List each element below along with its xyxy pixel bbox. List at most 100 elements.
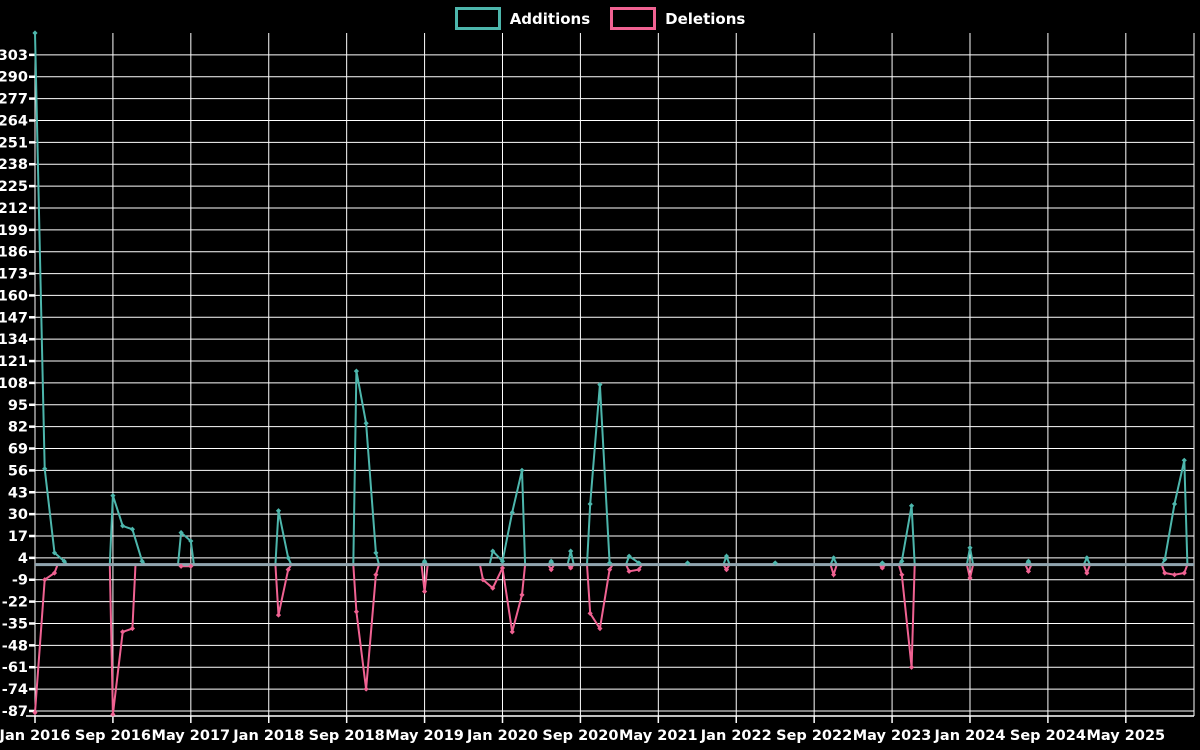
additions-point-marker	[139, 558, 145, 564]
additions-point-marker	[129, 526, 135, 532]
x-axis-tick-label: Sep 2018	[309, 728, 385, 744]
additions-point-marker	[363, 420, 369, 426]
x-axis-tick-label: May 2017	[152, 728, 231, 744]
deletions-point-marker	[499, 565, 506, 571]
additions-point-marker	[519, 467, 525, 473]
deletions-point-marker	[509, 629, 515, 635]
additions-point-marker	[899, 558, 905, 564]
y-axis-tick-label: -22	[2, 595, 28, 611]
x-axis-tick-label: Jan 2018	[232, 728, 304, 744]
y-axis-tick-label: 95	[8, 398, 28, 414]
deletions-point-marker	[1171, 572, 1178, 578]
additions-point-marker	[42, 466, 48, 472]
x-axis-tick-label: Jan 2022	[700, 728, 772, 744]
additions-point-marker	[597, 381, 603, 388]
y-axis-tick-label: 160	[0, 288, 28, 304]
additions-point-marker	[636, 560, 642, 566]
x-axis-tick-label: Sep 2024	[1010, 728, 1086, 744]
additions-point-marker	[285, 555, 291, 561]
deletions-point-marker	[899, 572, 905, 578]
additions-point-marker	[607, 560, 613, 566]
zero-baseline	[35, 563, 1194, 567]
x-axis-tick-label: Sep 2016	[75, 728, 151, 744]
y-axis-tick-label: 264	[0, 113, 28, 129]
chart-legend: Additions Deletions	[0, 7, 1200, 30]
additions-point-marker	[51, 550, 58, 556]
additions-point-marker	[353, 368, 360, 374]
additions-point-marker	[587, 501, 593, 507]
additions-point-marker	[568, 548, 574, 554]
deletions-point-marker	[42, 577, 48, 583]
x-axis-tick-label: Sep 2022	[776, 728, 852, 744]
additions-point-marker	[120, 523, 126, 529]
additions-point-marker	[373, 550, 379, 556]
x-axis-tick-label: Jan 2020	[466, 728, 538, 744]
y-axis-tick-label: 173	[0, 267, 28, 283]
y-axis-tick-label: 17	[8, 529, 28, 545]
deletions-point-marker	[723, 567, 730, 573]
y-axis-tick-label: 82	[8, 420, 28, 436]
x-axis-tick-label: May 2019	[385, 728, 464, 744]
deletions-point-marker	[353, 609, 360, 615]
deletions-point-marker	[51, 570, 58, 576]
deletions-point-marker	[1162, 570, 1168, 576]
y-axis-tick-label: 225	[0, 179, 28, 195]
x-axis-tick-label: Jan 2016	[0, 728, 70, 744]
x-axis-tick-label: May 2023	[853, 728, 932, 744]
y-axis-tick-label: 4	[18, 551, 28, 567]
additions-point-marker	[32, 30, 38, 36]
additions-point-marker	[908, 503, 915, 509]
deletions-point-marker	[967, 575, 973, 581]
legend-item-additions[interactable]: Additions	[454, 7, 590, 30]
deletions-point-marker	[1181, 570, 1187, 576]
y-axis-tick-label: 134	[0, 332, 28, 348]
additions-point-marker	[831, 555, 837, 561]
deletions-point-marker	[275, 612, 282, 618]
x-axis-tick-label: May 2021	[619, 728, 698, 744]
y-axis-tick-label: 251	[0, 135, 28, 151]
x-axis-tick-label: Jan 2024	[934, 728, 1006, 744]
y-axis-tick-label: 303	[0, 48, 28, 64]
deletions-point-marker	[421, 588, 428, 595]
deletions-point-marker	[548, 567, 554, 573]
additions-point-marker	[1181, 457, 1187, 463]
y-axis-tick-label: 290	[0, 70, 28, 86]
deletions-point-marker	[120, 629, 126, 635]
deletions-point-marker	[32, 710, 38, 716]
legend-item-deletions[interactable]: Deletions	[610, 7, 745, 30]
y-axis-tick-label: 238	[0, 157, 28, 173]
y-axis-tick-label: 30	[8, 507, 28, 523]
y-axis-tick-label: 147	[0, 310, 28, 326]
deletions-point-marker	[178, 563, 184, 569]
deletions-point-marker	[519, 592, 525, 598]
deletions-point-marker	[597, 625, 603, 632]
additions-point-marker	[626, 553, 632, 559]
additions-point-marker	[421, 558, 428, 564]
deletions-point-marker	[490, 585, 496, 591]
additions-point-marker	[1025, 558, 1032, 564]
y-axis-tick-label: -74	[2, 682, 28, 698]
additions-point-marker	[499, 558, 506, 564]
additions-point-marker	[1162, 556, 1168, 563]
additions-point-marker	[275, 508, 282, 514]
deletions-point-marker	[607, 567, 613, 573]
y-axis-tick-label: -35	[2, 616, 28, 632]
x-axis-tick-label: May 2025	[1087, 728, 1166, 744]
additions-point-marker	[967, 545, 973, 551]
y-axis-tick-label: -61	[2, 660, 28, 676]
y-axis-tick-label: 277	[0, 92, 28, 108]
y-axis-tick-label: 199	[0, 223, 28, 239]
deletions-point-marker	[373, 572, 379, 578]
y-axis-tick-label: 121	[0, 354, 28, 370]
additions-point-marker	[723, 553, 730, 559]
y-axis-tick-label: 108	[0, 376, 28, 392]
additions-point-marker	[879, 560, 885, 566]
y-axis-tick-label: 186	[0, 245, 28, 261]
y-axis-tick-label: 69	[8, 442, 28, 458]
deletions-point-marker	[285, 567, 291, 573]
y-axis-tick-label: -9	[12, 573, 28, 589]
deletions-point-marker	[636, 567, 642, 573]
